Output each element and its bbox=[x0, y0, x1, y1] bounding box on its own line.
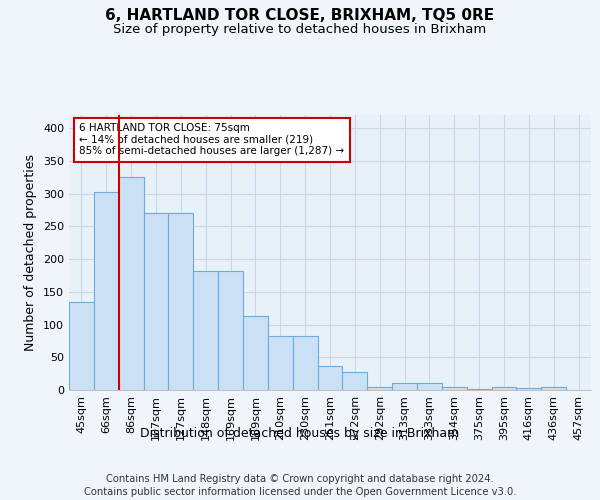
Text: 6, HARTLAND TOR CLOSE, BRIXHAM, TQ5 0RE: 6, HARTLAND TOR CLOSE, BRIXHAM, TQ5 0RE bbox=[106, 8, 494, 22]
Bar bbox=[417, 384, 442, 390]
Text: Size of property relative to detached houses in Brixham: Size of property relative to detached ho… bbox=[113, 22, 487, 36]
Bar bbox=[367, 388, 392, 390]
Bar bbox=[218, 272, 243, 390]
Bar bbox=[541, 386, 566, 390]
Text: Distribution of detached houses by size in Brixham: Distribution of detached houses by size … bbox=[140, 428, 460, 440]
Y-axis label: Number of detached properties: Number of detached properties bbox=[25, 154, 37, 351]
Bar bbox=[169, 213, 193, 390]
Bar bbox=[491, 386, 517, 390]
Text: Contains HM Land Registry data © Crown copyright and database right 2024.: Contains HM Land Registry data © Crown c… bbox=[106, 474, 494, 484]
Bar bbox=[392, 384, 417, 390]
Text: 6 HARTLAND TOR CLOSE: 75sqm
← 14% of detached houses are smaller (219)
85% of se: 6 HARTLAND TOR CLOSE: 75sqm ← 14% of det… bbox=[79, 123, 344, 156]
Bar bbox=[119, 177, 143, 390]
Bar bbox=[243, 316, 268, 390]
Bar bbox=[293, 336, 317, 390]
Bar bbox=[517, 388, 541, 390]
Bar bbox=[442, 386, 467, 390]
Bar bbox=[69, 302, 94, 390]
Bar bbox=[143, 213, 169, 390]
Bar bbox=[193, 272, 218, 390]
Bar bbox=[317, 366, 343, 390]
Bar bbox=[268, 336, 293, 390]
Bar bbox=[94, 192, 119, 390]
Bar bbox=[343, 372, 367, 390]
Text: Contains public sector information licensed under the Open Government Licence v3: Contains public sector information licen… bbox=[84, 487, 516, 497]
